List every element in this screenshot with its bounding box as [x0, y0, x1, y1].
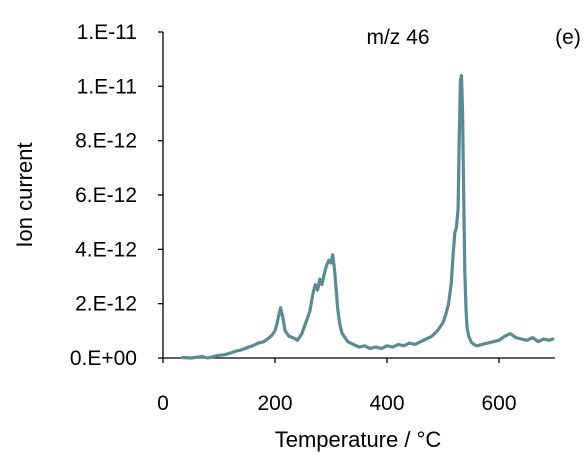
x-tick-label: 200 [257, 392, 292, 415]
y-tick-label: 6.E-12 [75, 184, 137, 207]
y-tick-label: 4.E-12 [75, 238, 137, 261]
plot-series [183, 76, 553, 359]
y-tick-label: 1.E-11 [77, 21, 137, 44]
x-tick-label: 0 [157, 392, 169, 415]
x-axis-title: Temperature / °C [275, 427, 442, 452]
x-axis: 0 200 400 600 [157, 358, 555, 415]
y-axis-title: Ion current [12, 142, 37, 247]
x-tick-label: 600 [481, 392, 516, 415]
annotation-panel-label: (e) [555, 26, 581, 49]
annotation-mz46: m/z 46 [366, 26, 429, 49]
y-tick-label: 0.E+00 [70, 347, 137, 370]
y-tick-label: 1.E-11 [77, 75, 137, 98]
y-axis: 0.E+00 2.E-12 4.E-12 6.E-12 8.E-12 1.E-11 1.E-… [70, 21, 163, 370]
x-tick-label: 400 [369, 392, 404, 415]
y-tick-label: 8.E-12 [75, 130, 137, 153]
y-tick-label: 2.E-12 [75, 293, 137, 316]
series-line-0 [183, 76, 553, 359]
